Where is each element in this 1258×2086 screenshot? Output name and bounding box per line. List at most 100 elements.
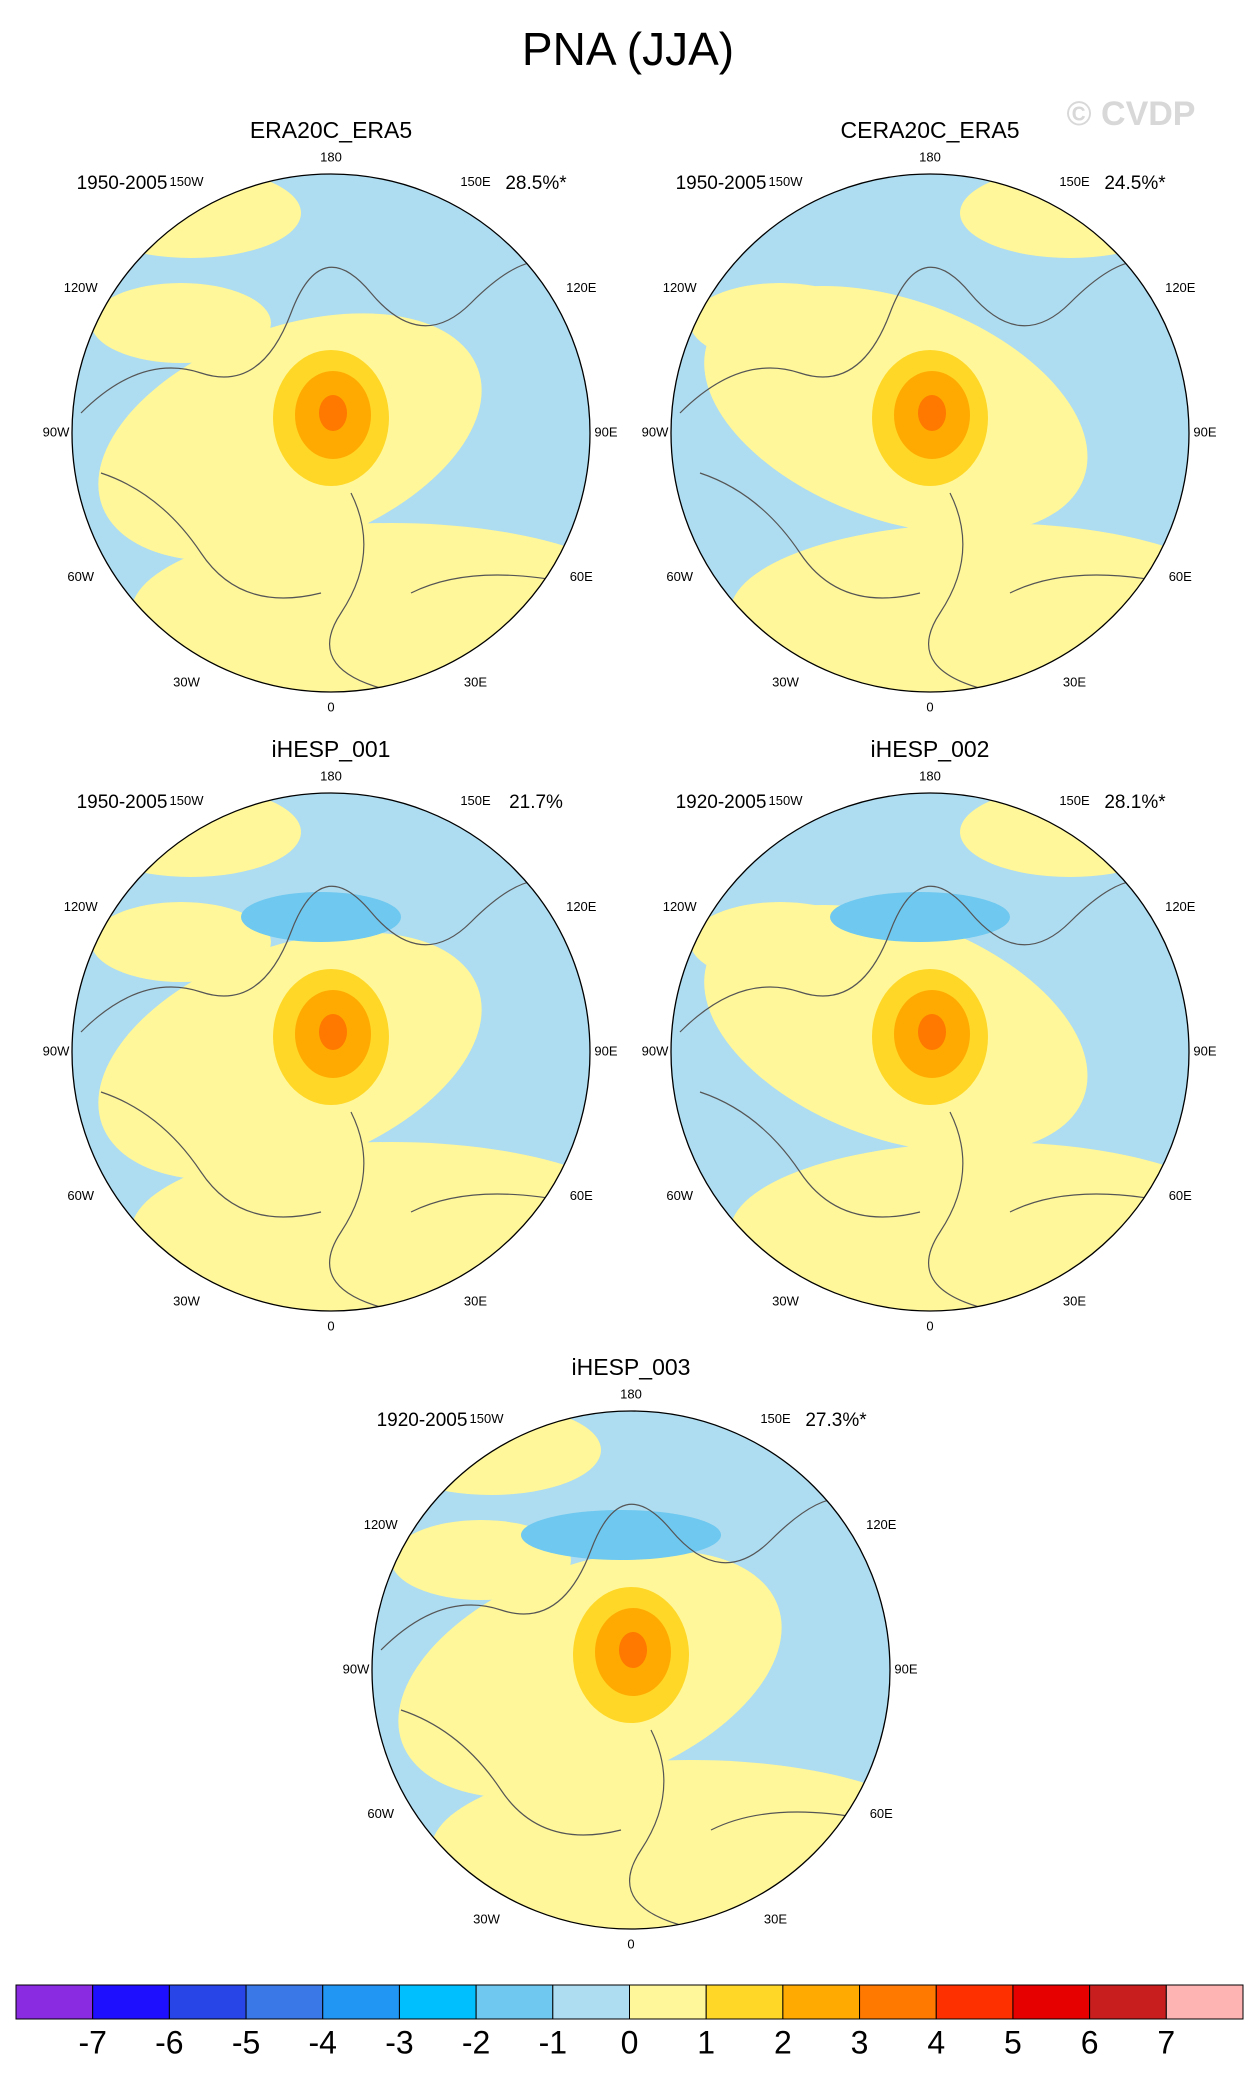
panel-percent: 21.7%: [509, 792, 563, 813]
map: [671, 174, 1189, 692]
colorbar-label: 3: [851, 2024, 869, 2060]
colorbar-label: 2: [774, 2024, 792, 2060]
longitude-label: 90E: [594, 1043, 617, 1058]
colorbar-box: [168, 1984, 247, 2020]
positive-region: [91, 902, 271, 982]
panel-period: 1950-2005: [77, 173, 168, 194]
longitude-label: 30W: [173, 675, 200, 690]
colorbar-box: [398, 1984, 477, 2020]
longitude-label: 60E: [870, 1806, 893, 1821]
longitude-label: 30E: [1063, 675, 1086, 690]
longitude-label: 60W: [67, 569, 94, 584]
colorbar-box: [92, 1984, 170, 2020]
longitude-label: 60W: [666, 1188, 693, 1203]
map-border: [71, 792, 591, 1312]
colorbar-label: -3: [385, 2024, 413, 2060]
map-border: [670, 173, 1190, 693]
coastline: [80, 260, 572, 692]
map-border: [371, 1410, 891, 1930]
panel-period: 1920-2005: [377, 1410, 468, 1431]
longitude-label: 120W: [364, 1517, 399, 1532]
longitude-label: 120W: [663, 899, 698, 914]
longitude-label: 60E: [1169, 1188, 1192, 1203]
colorbar-label: -6: [155, 2024, 183, 2060]
colorbar-label: 5: [1004, 2024, 1022, 2060]
longitude-label: 60W: [67, 1188, 94, 1203]
longitude-label: 30E: [764, 1912, 787, 1927]
colorbar-box: [15, 1984, 94, 2020]
positive-region: [131, 1142, 590, 1311]
positive-region: [431, 1760, 890, 1929]
map: [72, 793, 590, 1311]
longitude-label: 120E: [566, 280, 597, 295]
panel-percent: 28.1%*: [1104, 792, 1166, 813]
longitude-label: 90W: [642, 1043, 669, 1058]
panel-title: iHESP_001: [272, 736, 391, 762]
longitude-label: 180: [320, 768, 342, 783]
map-border: [670, 792, 1190, 1312]
panel-period: 1920-2005: [676, 792, 767, 813]
colorbar-box: [1089, 1984, 1167, 2020]
colorbar-label: -4: [309, 2024, 337, 2060]
longitude-label: 0: [926, 1318, 933, 1333]
coastline: [679, 260, 1171, 692]
colorbar-box: [782, 1984, 861, 2020]
longitude-label: 0: [627, 1936, 634, 1951]
longitude-label: 180: [919, 768, 941, 783]
colorbar-label: 0: [621, 2024, 639, 2060]
longitude-label: 150E: [1059, 793, 1090, 808]
colorbar-box: [552, 1984, 630, 2020]
map-border: [71, 173, 591, 693]
panel-period: 1950-2005: [77, 792, 168, 813]
panel-percent: 28.5%*: [505, 173, 567, 194]
longitude-label: 180: [620, 1386, 642, 1401]
longitude-label: 120W: [64, 280, 99, 295]
longitude-label: 30W: [473, 1912, 500, 1927]
longitude-label: 60W: [666, 569, 693, 584]
figure-title: PNA (JJA): [522, 23, 734, 75]
map: [72, 174, 590, 692]
map: [671, 793, 1189, 1311]
coastline: [679, 879, 1171, 1311]
positive-core: [918, 1014, 946, 1050]
positive-core: [619, 1632, 647, 1668]
longitude-label: 150W: [470, 1411, 505, 1426]
positive-region: [690, 902, 870, 982]
positive-region: [690, 283, 870, 363]
colorbar-box: [629, 1984, 707, 2020]
positive-region: [131, 523, 590, 692]
coastline: [380, 1497, 872, 1929]
longitude-label: 90W: [642, 424, 669, 439]
longitude-label: 150W: [769, 174, 804, 189]
longitude-label: 90E: [1193, 424, 1216, 439]
colorbar-box: [935, 1984, 1014, 2020]
positive-region: [730, 1142, 1189, 1311]
longitude-label: 150W: [769, 793, 804, 808]
longitude-label: 90W: [43, 1043, 70, 1058]
coastline: [80, 879, 572, 1311]
longitude-label: 60W: [367, 1806, 394, 1821]
colorbar-box: [245, 1984, 324, 2020]
colorbar-box: [1165, 1984, 1244, 2020]
panel-period: 1950-2005: [676, 173, 767, 194]
longitude-label: 30W: [173, 1294, 200, 1309]
colorbar-label: 1: [697, 2024, 715, 2060]
colorbar-box: [1012, 1984, 1091, 2020]
longitude-label: 180: [919, 149, 941, 164]
longitude-label: 150E: [1059, 174, 1090, 189]
longitude-label: 60E: [570, 569, 593, 584]
colorbar-label: -5: [232, 2024, 260, 2060]
positive-core: [918, 395, 946, 431]
longitude-label: 120W: [64, 899, 99, 914]
panel-title: CERA20C_ERA5: [841, 117, 1020, 143]
colorbar-box: [705, 1984, 784, 2020]
colorbar-box: [475, 1984, 554, 2020]
longitude-label: 120W: [663, 280, 698, 295]
positive-region: [91, 283, 271, 363]
colorbar-label: -2: [462, 2024, 490, 2060]
colorbar-label: 4: [927, 2024, 945, 2060]
longitude-label: 30E: [464, 675, 487, 690]
colorbar-label: 6: [1081, 2024, 1099, 2060]
longitude-label: 120E: [1165, 899, 1196, 914]
